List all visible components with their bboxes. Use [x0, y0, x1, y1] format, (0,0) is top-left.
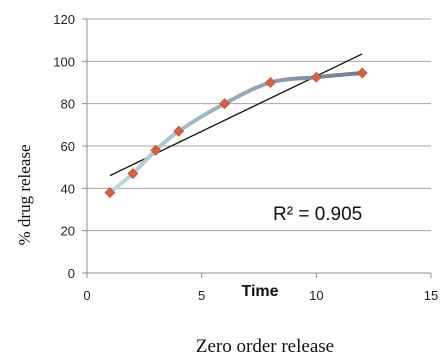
data-point — [150, 144, 162, 156]
data-point — [219, 98, 231, 110]
y-tick-label: 80 — [61, 97, 75, 112]
x-tick-label: 5 — [198, 288, 205, 303]
data-point — [356, 67, 368, 79]
data-point — [104, 187, 116, 198]
x-tick-label: 10 — [309, 288, 323, 303]
y-tick-label: 0 — [68, 266, 75, 281]
data-point — [310, 71, 322, 83]
data-point — [173, 125, 185, 137]
y-tick-labels: 0 20 40 60 80 100 120 — [53, 12, 75, 281]
x-tick-label: 15 — [424, 288, 438, 303]
y-tick-label: 40 — [61, 181, 75, 196]
x-tick-label: 0 — [83, 288, 90, 303]
chart-caption: Zero order release — [196, 336, 334, 356]
y-tick-label: 100 — [53, 54, 75, 69]
y-axis-title: % drug release — [15, 144, 34, 245]
y-tick-label: 120 — [53, 12, 75, 27]
x-tick-labels: 0 5 10 15 — [83, 288, 438, 303]
data-point — [265, 77, 276, 88]
series-curve — [107, 70, 365, 195]
data-point — [127, 168, 139, 179]
y-tick-label: 60 — [61, 139, 75, 154]
data-points — [104, 67, 368, 198]
smoothed-curve-group — [107, 70, 365, 195]
y-tick-label: 20 — [61, 224, 75, 239]
gridlines — [87, 18, 431, 232]
axes — [82, 18, 432, 278]
x-axis-title: Time — [241, 283, 278, 300]
r-squared-annotation: R² = 0.905 — [273, 204, 362, 225]
